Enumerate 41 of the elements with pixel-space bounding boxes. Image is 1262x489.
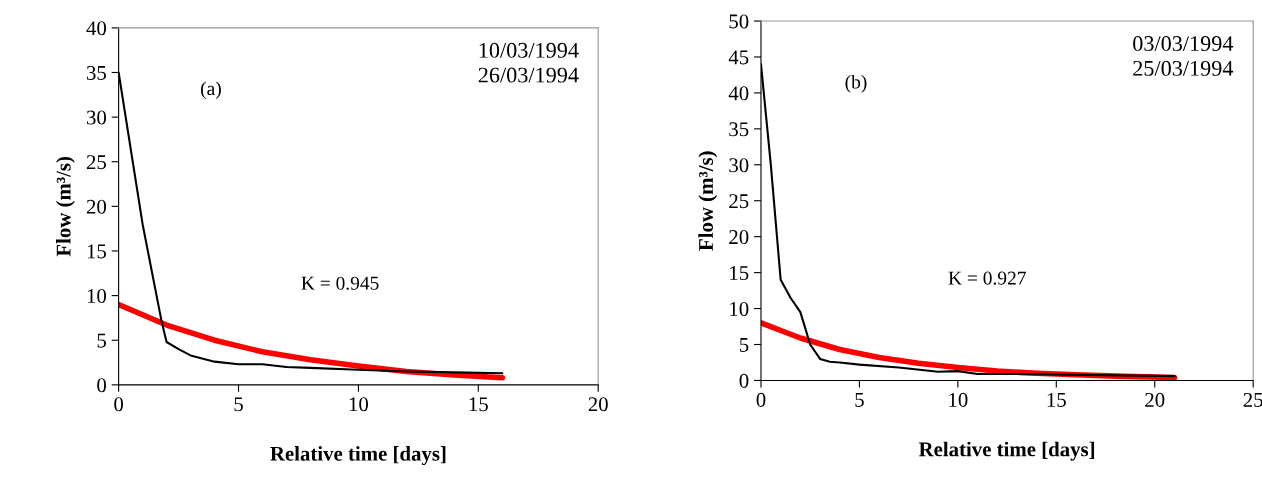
y-tick-label: 20 bbox=[86, 199, 107, 214]
y-tick-label: 0 bbox=[97, 378, 107, 393]
annotation: 10/03/1994 26/03/1994 bbox=[478, 42, 579, 83]
x-tick-label: 0 bbox=[114, 397, 124, 412]
y-tick-label: 30 bbox=[86, 110, 107, 125]
x-tick-label: 20 bbox=[588, 397, 608, 412]
y-tick-label: 35 bbox=[729, 122, 749, 137]
y-tick-label: 30 bbox=[729, 158, 749, 173]
x-tick-label: 20 bbox=[1145, 392, 1165, 407]
annotation: (a) bbox=[201, 81, 221, 100]
y-tick-label: 25 bbox=[729, 194, 749, 209]
x-tick-label: 15 bbox=[1047, 392, 1066, 407]
y-tick-label: 15 bbox=[87, 244, 107, 259]
y-tick-label: 20 bbox=[729, 230, 749, 245]
annotation: (b) bbox=[845, 74, 867, 93]
x-tick-label: 5 bbox=[234, 397, 243, 412]
x-tick-label: 0 bbox=[756, 392, 766, 407]
x-axis-title: Relative time [days] bbox=[270, 446, 446, 466]
x-tick-label: 5 bbox=[855, 393, 864, 407]
annotation: 03/03/1994 25/03/1994 bbox=[1133, 36, 1234, 76]
y-tick-label: 15 bbox=[730, 266, 749, 281]
y-tick-label: 5 bbox=[739, 338, 749, 352]
y-tick-label: 0 bbox=[739, 373, 749, 388]
x-tick-label: 10 bbox=[349, 397, 369, 412]
y-tick-label: 10 bbox=[730, 301, 749, 316]
y-tick-label: 5 bbox=[97, 333, 107, 348]
x-tick-label: 15 bbox=[469, 397, 488, 412]
y-axis-title: Flow (m³/s) bbox=[55, 156, 75, 257]
y-tick-label: 10 bbox=[87, 288, 107, 304]
y-tick-label: 45 bbox=[728, 50, 749, 65]
y-tick-label: 50 bbox=[729, 14, 749, 29]
y-tick-label: 25 bbox=[86, 155, 107, 170]
y-tick-label: 35 bbox=[86, 65, 107, 80]
y-tick-label: 40 bbox=[728, 86, 749, 101]
y-tick-label: 40 bbox=[86, 21, 107, 36]
x-tick-label: 10 bbox=[949, 392, 968, 407]
annotation: K = 0.945 bbox=[301, 276, 379, 290]
annotation: K = 0.927 bbox=[948, 271, 1026, 285]
x-axis-title: Relative time [days] bbox=[918, 441, 1095, 461]
y-axis-title: Flow (m³/s) bbox=[698, 151, 718, 251]
x-tick-label: 25 bbox=[1243, 392, 1262, 407]
